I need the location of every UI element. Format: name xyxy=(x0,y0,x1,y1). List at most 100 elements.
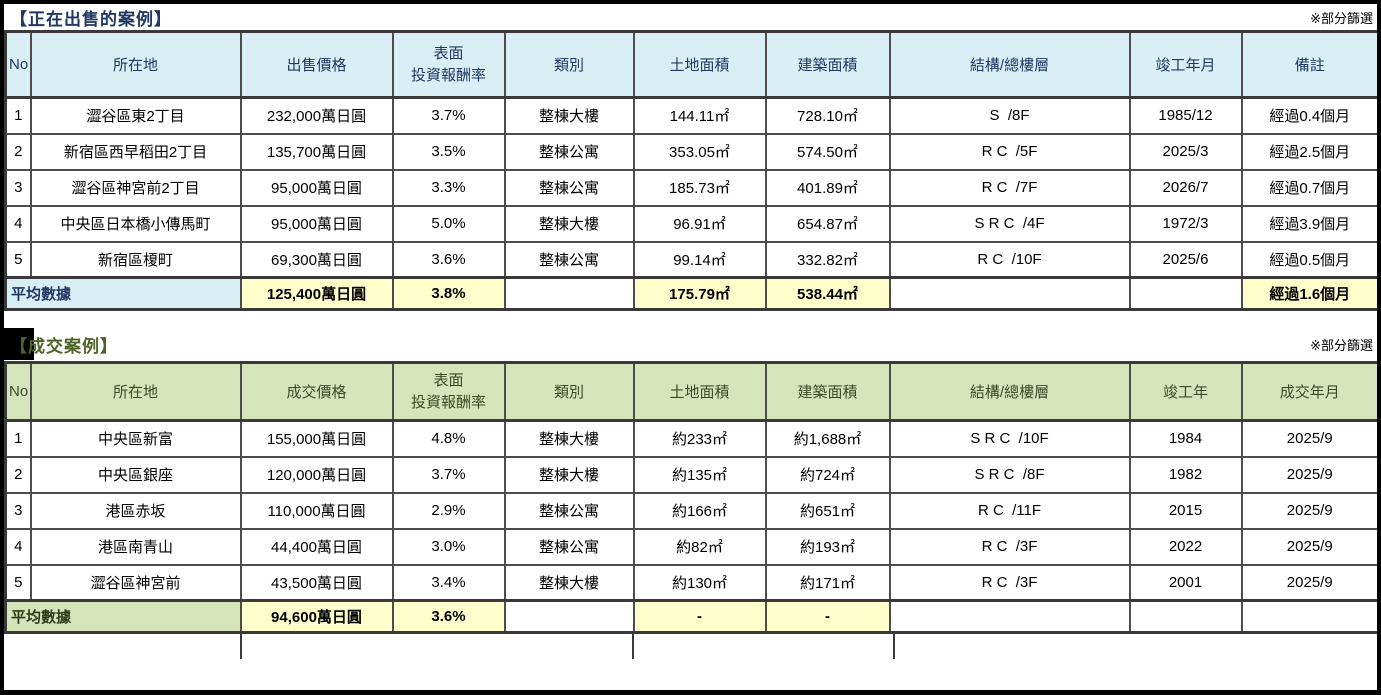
table-row: 2 新宿區西早稻田2丁目 135,700萬日圓 3.5% 整棟公寓 353.05… xyxy=(4,132,1377,171)
cell-land-area: 353.05㎡ xyxy=(632,132,767,171)
cell-no: 2 xyxy=(4,455,32,494)
cell-completion: 1985/12 xyxy=(1128,96,1243,135)
table-row: 4 港區南青山 44,400萬日圓 3.0% 整棟公寓 約82㎡ 約193㎡ R… xyxy=(4,527,1377,566)
cell-structure: R C /10F xyxy=(888,240,1131,279)
section1-header: 【正在出售的案例】 ※部分篩選 xyxy=(4,4,1377,30)
header-location: 所在地 xyxy=(29,361,242,422)
cell-location: 澀谷區神宮前 xyxy=(29,563,242,602)
average-land-area: - xyxy=(632,599,767,634)
average-structure xyxy=(888,276,1131,311)
cell-category: 整棟公寓 xyxy=(503,132,635,171)
header-land-area: 土地面積 xyxy=(632,361,767,422)
table-row: 5 澀谷區神宮前 43,500萬日圓 3.4% 整棟大樓 約130㎡ 約171㎡… xyxy=(4,563,1377,602)
cell-land-area: 99.14㎡ xyxy=(632,240,767,279)
cell-completion: 2026/7 xyxy=(1128,168,1243,207)
cell-location: 港區赤坂 xyxy=(29,491,242,530)
average-building-area: - xyxy=(764,599,891,634)
average-land-area: 175.79㎡ xyxy=(632,276,767,311)
average-completion xyxy=(1128,276,1243,311)
cell-price: 155,000萬日圓 xyxy=(239,419,394,458)
cell-yield: 3.7% xyxy=(391,96,506,135)
cell-deal-date: 2025/9 xyxy=(1240,455,1377,494)
gridline-artifact xyxy=(893,634,895,659)
cell-no: 2 xyxy=(4,132,32,171)
cell-no: 4 xyxy=(4,204,32,243)
cell-structure: S R C /8F xyxy=(888,455,1131,494)
header-yield: 表面 投資報酬率 xyxy=(391,30,506,99)
cell-yield: 3.3% xyxy=(391,168,506,207)
cell-category: 整棟大樓 xyxy=(503,563,635,602)
cell-category: 整棟大樓 xyxy=(503,96,635,135)
cell-price: 95,000萬日圓 xyxy=(239,204,394,243)
average-row: 平均數據 94,600萬日圓 3.6% - - xyxy=(4,599,1377,634)
cell-category: 整棟大樓 xyxy=(503,204,635,243)
average-row: 平均數據 125,400萬日圓 3.8% 175.79㎡ 538.44㎡ 經過1… xyxy=(4,276,1377,311)
cell-building-area: 728.10㎡ xyxy=(764,96,891,135)
header-note: 備註 xyxy=(1240,30,1377,99)
gridline-artifact xyxy=(632,634,634,659)
section1-filter-note: ※部分篩選 xyxy=(1310,10,1373,26)
cell-location: 澀谷區東2丁目 xyxy=(29,96,242,135)
header-price: 成交價格 xyxy=(239,361,394,422)
header-structure: 結構/總樓層 xyxy=(888,30,1131,99)
cell-category: 整棟公寓 xyxy=(503,240,635,279)
cell-land-area: 約233㎡ xyxy=(632,419,767,458)
header-yield: 表面 投資報酬率 xyxy=(391,361,506,422)
cell-category: 整棟公寓 xyxy=(503,491,635,530)
average-structure xyxy=(888,599,1131,634)
header-completion: 竣工年 xyxy=(1128,361,1243,422)
cell-land-area: 約166㎡ xyxy=(632,491,767,530)
section2-filter-note: ※部分篩選 xyxy=(1310,337,1373,353)
header-yield-line2: 投資報酬率 xyxy=(410,66,486,84)
header-note: 成交年月 xyxy=(1240,361,1377,422)
cell-note: 經過0.5個月 xyxy=(1240,240,1377,279)
cell-note: 經過3.9個月 xyxy=(1240,204,1377,243)
cell-location: 中央區新富 xyxy=(29,419,242,458)
cell-category: 整棟公寓 xyxy=(503,527,635,566)
cell-price: 110,000萬日圓 xyxy=(239,491,394,530)
cell-price: 44,400萬日圓 xyxy=(239,527,394,566)
cell-building-area: 332.82㎡ xyxy=(764,240,891,279)
cell-land-area: 約135㎡ xyxy=(632,455,767,494)
cell-building-area: 574.50㎡ xyxy=(764,132,891,171)
average-yield: 3.8% xyxy=(391,276,506,311)
cell-structure: R C /3F xyxy=(888,527,1131,566)
cell-no: 1 xyxy=(4,96,32,135)
cell-location: 港區南青山 xyxy=(29,527,242,566)
cell-no: 3 xyxy=(4,168,32,207)
header-land-area: 土地面積 xyxy=(632,30,767,99)
cell-yield: 4.8% xyxy=(391,419,506,458)
cell-yield: 2.9% xyxy=(391,491,506,530)
cell-completion: 2025/3 xyxy=(1128,132,1243,171)
cell-category: 整棟公寓 xyxy=(503,168,635,207)
cell-category: 整棟大樓 xyxy=(503,419,635,458)
cell-land-area: 約130㎡ xyxy=(632,563,767,602)
cell-price: 69,300萬日圓 xyxy=(239,240,394,279)
table-row: 2 中央區銀座 120,000萬日圓 3.7% 整棟大樓 約135㎡ 約724㎡… xyxy=(4,455,1377,494)
section2-title: 【成交案例】 xyxy=(10,336,118,356)
average-label: 平均數據 xyxy=(4,276,242,311)
cell-structure: S R C /4F xyxy=(888,204,1131,243)
header-completion: 竣工年月 xyxy=(1128,30,1243,99)
black-cell-artifact xyxy=(4,328,34,360)
header-yield-line2: 投資報酬率 xyxy=(410,393,486,411)
cell-location: 中央區日本橋小傳馬町 xyxy=(29,204,242,243)
cell-no: 3 xyxy=(4,491,32,530)
header-location: 所在地 xyxy=(29,30,242,99)
table-row: 5 新宿區榎町 69,300萬日圓 3.6% 整棟公寓 99.14㎡ 332.8… xyxy=(4,240,1377,279)
cell-note: 經過2.5個月 xyxy=(1240,132,1377,171)
cell-land-area: 185.73㎡ xyxy=(632,168,767,207)
cell-land-area: 約82㎡ xyxy=(632,527,767,566)
closed-deals-table: No 所在地 成交價格 表面 投資報酬率 類別 土地面積 建築面積 結構/總樓層… xyxy=(4,361,1377,634)
header-category: 類別 xyxy=(503,361,635,422)
cell-completion: 2022 xyxy=(1128,527,1243,566)
cell-structure: S /8F xyxy=(888,96,1131,135)
cell-location: 新宿區榎町 xyxy=(29,240,242,279)
cell-note: 經過0.7個月 xyxy=(1240,168,1377,207)
cell-no: 1 xyxy=(4,419,32,458)
cell-deal-date: 2025/9 xyxy=(1240,527,1377,566)
header-category: 類別 xyxy=(503,30,635,99)
cell-price: 232,000萬日圓 xyxy=(239,96,394,135)
cell-deal-date: 2025/9 xyxy=(1240,491,1377,530)
